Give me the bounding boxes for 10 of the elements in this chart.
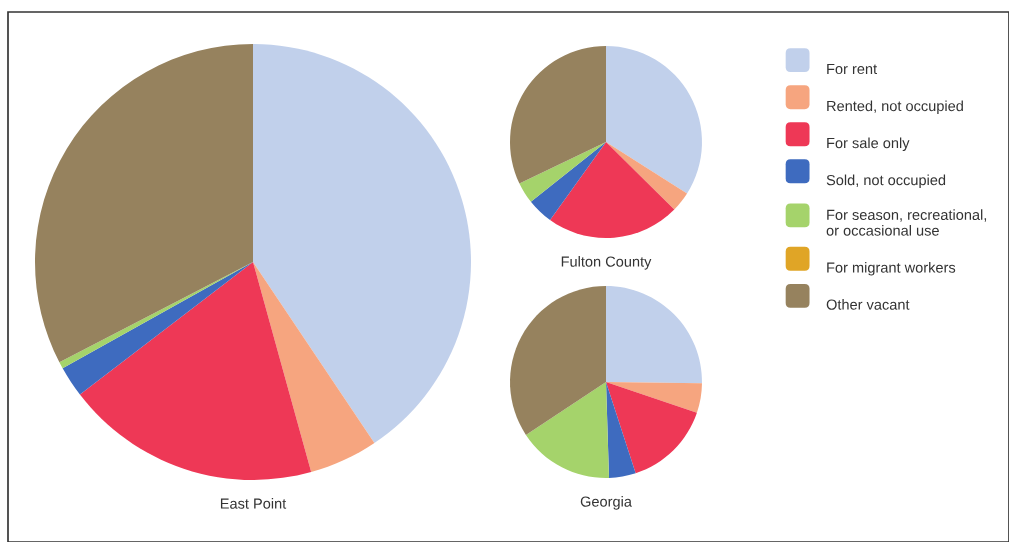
slice-label: East Point [220,498,287,509]
slice-label: Georgia [580,496,632,510]
legend-label: For migrant workers [827,262,956,276]
legend-label: For season, recreational, or occasional use [826,209,987,236]
legend-label: Rented, not occupied [827,100,963,115]
legend-label: Sold, not occupied [826,174,946,189]
legend-label: Other vacant [826,299,910,310]
legend-label: For rent [827,63,877,75]
legend-label: For sale only [827,137,910,152]
slice-label: Fulton County [561,256,652,270]
